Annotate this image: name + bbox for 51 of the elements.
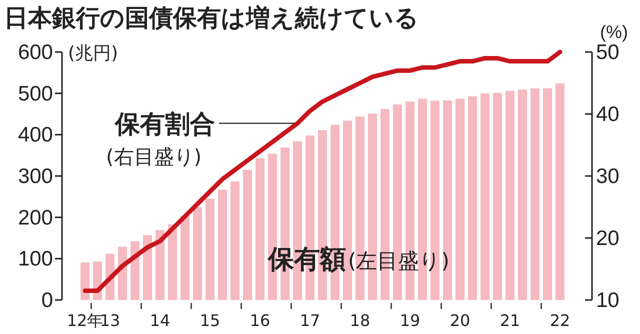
x-tick-label: 16 <box>250 311 270 330</box>
chart-title: 日本銀行の国債保有は増え続けている <box>4 4 419 32</box>
bar <box>530 88 540 300</box>
bar <box>130 241 140 300</box>
x-tick-label: 12年 <box>66 311 104 330</box>
bar <box>518 90 527 300</box>
bar <box>230 181 240 300</box>
series-label: 保有割合 <box>114 109 215 138</box>
x-tick-label: 15 <box>200 311 220 330</box>
bar <box>180 216 190 300</box>
y2-tick-label: 10 <box>596 289 620 312</box>
y2-tick-label: 30 <box>596 165 620 188</box>
bar <box>468 96 477 300</box>
bar <box>206 198 214 300</box>
y-tick-label: 300 <box>18 165 53 188</box>
bar <box>443 100 452 300</box>
y-tick-label: 100 <box>18 248 53 271</box>
y-axis-title: (兆円) <box>68 43 118 64</box>
x-tick-label: 17 <box>300 311 320 330</box>
bar <box>143 235 152 300</box>
y2-tick-label: 40 <box>596 103 620 126</box>
y-tick-label: 0 <box>41 289 53 312</box>
x-tick-label: 18 <box>350 311 370 330</box>
bar <box>80 262 90 300</box>
bar <box>456 98 464 300</box>
bar <box>556 83 564 300</box>
bar <box>193 207 202 300</box>
bar <box>480 93 490 300</box>
y2-tick-label: 50 <box>596 41 620 64</box>
bar <box>543 88 552 300</box>
annotation: (左目盛り) <box>348 249 450 273</box>
bar <box>506 90 514 300</box>
x-tick-label: 19 <box>400 311 420 330</box>
x-tick-label: 20 <box>450 311 470 330</box>
y-tick-label: 200 <box>18 206 53 230</box>
annotation: (右目盛り) <box>106 144 202 168</box>
x-tick-label: 22 <box>550 311 570 330</box>
bar <box>168 224 177 300</box>
series-label: 保有額 <box>267 245 346 275</box>
y2-tick-label: 20 <box>596 227 620 250</box>
bar <box>243 170 252 300</box>
y-tick-label: 600 <box>18 41 53 64</box>
bar <box>156 230 164 300</box>
bar <box>493 92 502 300</box>
y2-axis-title: (%) <box>600 22 628 42</box>
bar <box>218 190 227 300</box>
y-tick-label: 400 <box>18 124 53 147</box>
x-tick-label: 14 <box>150 311 170 330</box>
x-tick-label: 21 <box>500 311 520 330</box>
bar <box>256 158 264 300</box>
y-tick-label: 500 <box>18 82 53 106</box>
